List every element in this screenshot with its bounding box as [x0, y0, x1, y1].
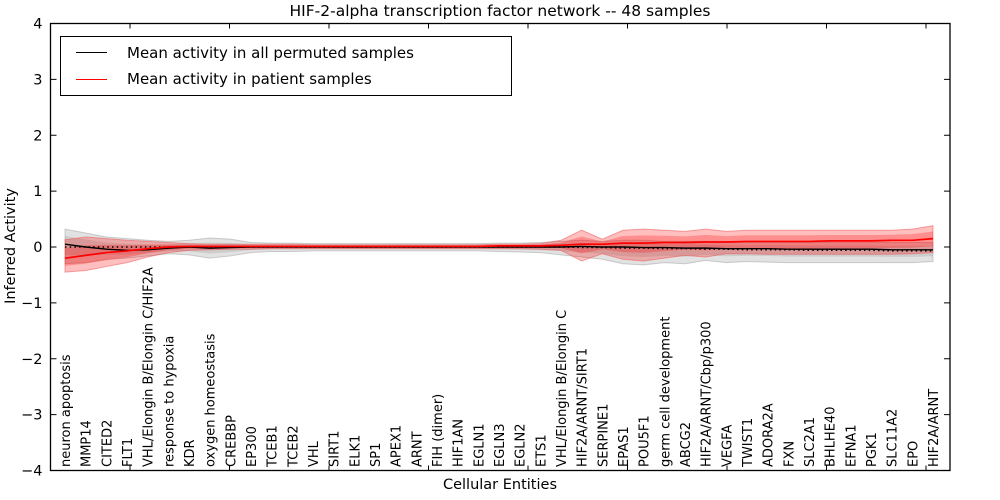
x-tick-label: oxygen homeostasis: [204, 333, 219, 467]
x-tick-label: EFNA1: [844, 424, 859, 467]
series-line-permuted-mean: [64, 243, 933, 252]
x-tick-label: TCEB1: [266, 425, 281, 468]
x-tick-label: germ cell development: [658, 317, 673, 467]
y-tick-label: −1: [21, 296, 42, 312]
x-tick-label: response to hypoxia: [162, 336, 177, 467]
x-tick-label: VEGFA: [720, 425, 735, 467]
chart-title: HIF-2-alpha transcription factor network…: [289, 2, 711, 20]
x-tick-label: EPO: [906, 441, 921, 467]
x-tick-label: EGLN3: [493, 423, 508, 467]
y-tick-label: 1: [33, 184, 42, 200]
patient-line-swatch-icon: [76, 78, 107, 80]
x-tick-label: SP1: [369, 443, 384, 467]
x-tick-label: SIRT1: [328, 431, 343, 467]
x-tick-label: ELK1: [348, 435, 363, 467]
x-tick-label: TWIST1: [741, 418, 756, 468]
series-line-patient-mean: [64, 237, 934, 260]
x-tick-label: CITED2: [100, 420, 115, 467]
x-tick-label: HIF2A/ARNT/SIRT1: [576, 348, 591, 467]
y-tick-label: −2: [21, 352, 42, 368]
x-tick-label: MMP14: [80, 420, 95, 467]
x-tick-label: EPAS1: [617, 426, 632, 467]
x-tick-label: FLT1: [121, 438, 136, 467]
x-tick-label: ABCG2: [679, 422, 694, 467]
x-tick-label: HIF2A/ARNT/Cbp/p300: [700, 321, 715, 467]
patient-samples-activity-spread-inner: [65, 231, 933, 266]
x-tick-label: FXN: [782, 441, 797, 467]
x-tick-label: neuron apoptosis: [59, 354, 74, 467]
x-tick-label: BHLHE40: [824, 407, 839, 467]
legend: Mean activity in all permuted samples Me…: [60, 36, 512, 96]
x-tick-label: EP300: [245, 426, 260, 467]
x-tick-label: VHL/Elongin B/Elongin C/HIF2A: [142, 267, 157, 467]
x-tick-label: SERPINE1: [596, 404, 611, 467]
y-tick-label: 4: [33, 17, 42, 33]
legend-label-patient: Mean activity in patient samples: [127, 70, 372, 89]
legend-entry-permuted: Mean activity in all permuted samples: [61, 40, 511, 66]
x-axis-label: Cellular Entities: [442, 477, 558, 493]
x-tick-label: POU5F1: [638, 415, 653, 467]
y-axis-label: Inferred Activity: [3, 188, 19, 304]
x-tick-label: SLC11A2: [886, 409, 901, 467]
patient-samples-activity-spread-outer: [64, 225, 934, 273]
x-tick-label: EGLN1: [472, 423, 487, 467]
x-tick-label: CREBBP: [224, 415, 239, 467]
legend-entry-patient: Mean activity in patient samples: [61, 66, 511, 92]
y-tick-label: 2: [33, 128, 42, 144]
x-tick-label: KDR: [183, 439, 198, 467]
x-tick-label: EGLN2: [514, 423, 529, 467]
x-tick-label: ARNT: [410, 431, 425, 467]
x-tick-label: TCEB2: [286, 425, 301, 468]
legend-label-permuted: Mean activity in all permuted samples: [127, 43, 414, 62]
x-tick-label: VHL/Elongin B/Elongin C: [555, 310, 570, 467]
y-tick-label: 0: [33, 240, 42, 256]
x-tick-label: SLC2A1: [803, 417, 818, 467]
x-tick-label: ETS1: [534, 434, 549, 467]
x-tick-label: VHL: [307, 440, 322, 467]
y-tick-label: −3: [21, 408, 42, 424]
x-tick-label: FIH (dimer): [431, 394, 446, 467]
y-tick-label: 3: [33, 72, 42, 88]
x-tick-label: ADORA2A: [762, 403, 777, 467]
y-tick-label: −4: [21, 464, 42, 480]
x-tick-label: HIF2A/ARNT: [927, 389, 942, 467]
permuted-line-swatch-icon: [76, 52, 107, 54]
x-tick-label: PGK1: [865, 432, 880, 467]
x-tick-label: APEX1: [390, 425, 405, 467]
x-tick-label: HIF1AN: [452, 419, 467, 467]
